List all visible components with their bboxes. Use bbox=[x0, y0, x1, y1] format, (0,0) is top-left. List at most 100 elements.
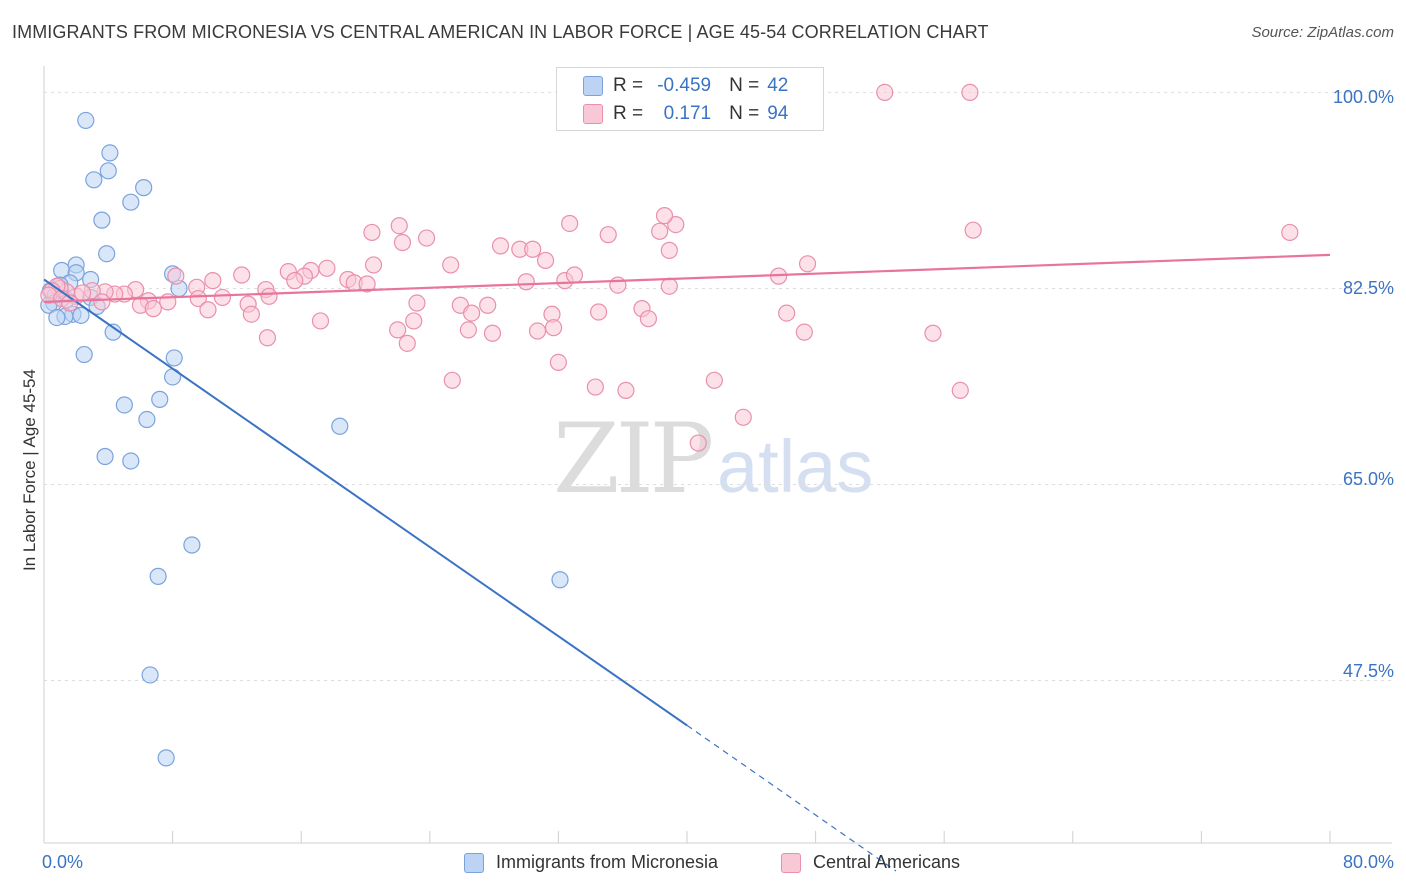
central-americans-point bbox=[651, 222, 669, 240]
central-americans-point bbox=[586, 378, 604, 396]
central-americans-point bbox=[517, 273, 535, 291]
x-tick-label-max: 80.0% bbox=[1342, 852, 1394, 872]
central-americans-point bbox=[565, 266, 584, 284]
micronesia-point bbox=[151, 390, 169, 408]
source-label: Source: ZipAtlas.com bbox=[1251, 24, 1394, 41]
micronesia-point bbox=[77, 111, 95, 130]
central-americans-point bbox=[405, 312, 423, 330]
central-americans-point bbox=[167, 267, 185, 285]
central-americans-point bbox=[204, 272, 222, 290]
stats-r-value: -0.459 bbox=[657, 75, 712, 96]
central-americans-point bbox=[639, 310, 658, 328]
central-americans-point bbox=[660, 277, 678, 295]
stats-row-micronesia: R = -0.459 N = 42 bbox=[557, 72, 788, 100]
central-americans-point bbox=[528, 322, 547, 340]
stats-n-label: N = bbox=[729, 75, 760, 96]
y-tick-label-100: 100.0% bbox=[1332, 87, 1394, 107]
micronesia-point bbox=[183, 536, 201, 554]
y-tick-label-65: 65.0% bbox=[1342, 469, 1394, 489]
central-americans-point bbox=[655, 207, 674, 225]
central-americans-point bbox=[734, 408, 752, 426]
stats-swatch-micronesia bbox=[583, 76, 603, 96]
central-americans-point bbox=[924, 324, 942, 342]
central-americans-point bbox=[417, 229, 436, 247]
legend-label-central-americans: Central Americans bbox=[813, 852, 961, 872]
stats-n-value: 94 bbox=[767, 103, 789, 124]
central-americans-point bbox=[589, 303, 608, 321]
legend-label-micronesia: Immigrants from Micronesia bbox=[496, 852, 719, 872]
central-americans-point bbox=[242, 305, 260, 323]
central-americans-point bbox=[549, 353, 568, 371]
central-americans-point bbox=[363, 223, 381, 242]
central-americans-point bbox=[599, 226, 617, 244]
central-americans-point bbox=[617, 381, 635, 400]
central-americans-point bbox=[483, 324, 502, 342]
central-americans-point bbox=[561, 214, 579, 233]
x-tick-label-min: 0.0% bbox=[42, 852, 84, 872]
stats-r-label: R = bbox=[613, 75, 644, 96]
chart-title: IMMIGRANTS FROM MICRONESIA VS CENTRAL AM… bbox=[12, 22, 989, 42]
stats-r-label: R = bbox=[613, 103, 644, 124]
micronesia-point bbox=[165, 349, 183, 367]
micronesia-point bbox=[96, 447, 114, 466]
central-americans-point bbox=[798, 255, 817, 273]
legend-item-micronesia: Immigrants from Micronesia bbox=[464, 852, 718, 873]
central-americans-point bbox=[462, 304, 481, 322]
central-americans-point bbox=[689, 434, 707, 452]
micronesia-point bbox=[93, 211, 111, 229]
central-americans-point bbox=[876, 83, 894, 102]
central-americans-point bbox=[536, 251, 555, 270]
stats-n-label: N = bbox=[729, 103, 760, 124]
micronesia-point bbox=[48, 308, 66, 327]
micronesia-point bbox=[115, 396, 133, 414]
micronesia-point bbox=[101, 144, 119, 162]
central-americans-point bbox=[1281, 223, 1299, 242]
legend-item-central-americans: Central Americans bbox=[781, 852, 960, 873]
micronesia-point bbox=[157, 749, 175, 767]
central-americans-point bbox=[778, 304, 796, 322]
y-tick-label-47-5: 47.5% bbox=[1342, 661, 1394, 681]
micronesia-point bbox=[75, 345, 93, 364]
central-americans-point bbox=[961, 83, 979, 102]
micronesia-point bbox=[99, 162, 117, 180]
legend-swatch-central-americans bbox=[781, 852, 801, 873]
micronesia-point bbox=[85, 171, 103, 189]
central-americans-point bbox=[609, 276, 627, 294]
central-americans-point bbox=[479, 296, 497, 314]
micronesia-point bbox=[98, 245, 116, 263]
micronesia-point bbox=[122, 193, 140, 211]
central-americans-point bbox=[389, 321, 407, 339]
central-americans-point bbox=[318, 259, 336, 277]
micronesia-point bbox=[135, 179, 153, 197]
micronesia-point bbox=[331, 417, 349, 435]
central-americans-point bbox=[459, 321, 477, 339]
y-tick-label-82-5: 82.5% bbox=[1342, 278, 1394, 298]
central-americans-point bbox=[213, 288, 232, 307]
central-americans-point bbox=[258, 329, 277, 347]
central-americans-point bbox=[199, 301, 217, 319]
stats-r-value: 0.171 bbox=[663, 103, 712, 124]
central-americans-point bbox=[398, 334, 416, 352]
central-americans-point bbox=[408, 294, 426, 312]
micronesia-point bbox=[122, 452, 140, 470]
micronesia-trend-line bbox=[43, 278, 688, 727]
central-americans-point bbox=[393, 233, 412, 252]
central-americans-point bbox=[667, 216, 685, 234]
central-americans-point bbox=[442, 256, 460, 274]
central-americans-point bbox=[524, 240, 542, 258]
central-americans-point bbox=[358, 275, 376, 293]
micronesia-point bbox=[149, 567, 167, 585]
micronesia-trend-extension bbox=[686, 724, 897, 872]
central-americans-point bbox=[189, 289, 207, 308]
central-americans-point bbox=[260, 287, 278, 305]
central-americans-trend-line bbox=[43, 253, 1331, 303]
central-americans-point bbox=[964, 221, 982, 239]
central-americans-point bbox=[705, 371, 723, 389]
stats-n-value: 42 bbox=[767, 75, 789, 96]
micronesia-point bbox=[141, 666, 159, 684]
central-americans-point bbox=[286, 272, 304, 290]
central-americans-point bbox=[144, 300, 162, 318]
stats-row-central-americans: R = 0.171 N = 94 bbox=[557, 100, 788, 128]
central-americans-point bbox=[364, 256, 383, 274]
